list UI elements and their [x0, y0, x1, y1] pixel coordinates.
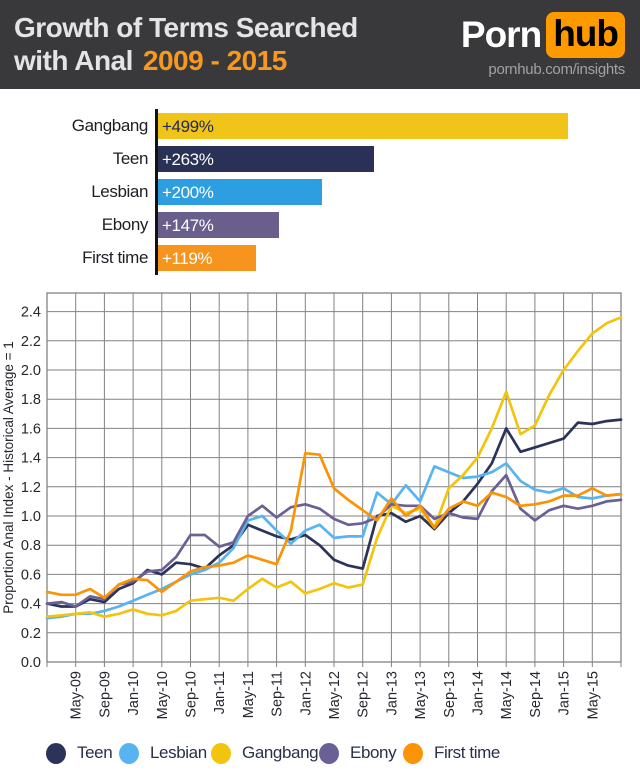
x-tick-label: Jan-15: [557, 671, 573, 715]
bar-category-label: Gangbang: [71, 116, 149, 135]
x-tick-label: May-15: [585, 671, 601, 719]
bar-value-label: +200%: [162, 183, 214, 202]
legend-item-first-time: First time: [403, 738, 500, 768]
legend-item-ebony: Ebony: [319, 738, 397, 768]
y-tick-label: 0.2: [21, 626, 41, 642]
y-tick-label: 2.4: [21, 305, 41, 321]
bar-rect: [158, 113, 568, 139]
chart-legend: Teen Lesbian Gangbang Ebony First time: [0, 738, 640, 772]
y-axis-title: Proportion Anal Index - Historical Avera…: [1, 341, 16, 614]
title-line-1: Growth of Terms Searched: [14, 12, 358, 43]
legend-label: Ebony: [350, 743, 397, 762]
bar-category-label: First time: [82, 248, 148, 267]
y-tick-label: 0.8: [21, 538, 41, 554]
y-tick-label: 2.0: [21, 363, 41, 379]
x-tick-label: May-14: [499, 671, 515, 719]
x-tick-label: Jan-11: [212, 671, 228, 714]
bar-row-gangbang: Gangbang +499%: [0, 113, 640, 139]
bar-value-label: +499%: [162, 117, 214, 136]
bar-rect: [158, 212, 279, 238]
x-tick-label: May-11: [241, 671, 257, 718]
x-tick-label: Sep-10: [184, 671, 200, 718]
bar-value-label: +119%: [162, 249, 213, 268]
line-chart-svg: 0.0 0.2 0.4 0.6 0.8 1.0 1.2 1.4 1.6 1.8 2.0 2.2 2.4 M…: [1, 292, 623, 719]
bar-value-label: +147%: [162, 216, 214, 235]
x-tick-label: Sep-09: [97, 671, 113, 718]
legend-dot-icon: [403, 742, 423, 764]
y-tick-label: 0.4: [21, 597, 41, 613]
x-tick-label: Jan-10: [126, 671, 142, 715]
series-line-lesbian: [45, 462, 623, 620]
bar-chart-axis-line: [155, 109, 158, 275]
series-line-first-time: [45, 451, 623, 600]
legend-dot-icon: [319, 742, 339, 764]
x-tick-label: May-10: [155, 671, 171, 719]
legend-dot-icon: [119, 742, 139, 764]
page-title: Growth of Terms Searched with Anal 2009 -…: [14, 11, 358, 77]
insights-url: pornhub.com/insights: [488, 61, 625, 78]
legend-label: Teen: [77, 743, 113, 762]
y-tick-label: 1.2: [21, 480, 41, 496]
x-tick-label: Sep-12: [356, 671, 372, 718]
legend-dot-icon: [46, 742, 66, 764]
bar-rect: [158, 245, 256, 271]
x-tick-label: Jan-13: [384, 671, 400, 715]
logo-text-porn: Porn: [460, 14, 542, 55]
y-tick-label: 0.0: [21, 655, 41, 671]
brand-logo: Porn hub pornhub.com/insights: [461, 12, 625, 78]
pornhub-logo: Porn hub: [461, 12, 625, 58]
x-tick-label: May-12: [327, 671, 343, 719]
y-tick-label: 1.8: [21, 392, 41, 408]
x-tick-label: Jan-14: [471, 671, 487, 715]
legend-dot-icon: [211, 742, 231, 764]
legend-label: Gangbang: [242, 743, 319, 762]
x-tick-label: May-13: [413, 671, 429, 719]
logo-text-hub: hub: [553, 13, 619, 54]
growth-bar-chart: Gangbang +499% Teen +263% Lesbian +200% Ebony +…: [0, 100, 640, 280]
bar-category-label: Ebony: [101, 215, 149, 234]
title-line-2-text: with Anal: [14, 45, 133, 76]
y-tick-label: 1.4: [21, 451, 41, 467]
legend-item-lesbian: Lesbian: [119, 738, 207, 768]
y-tick-label: 1.0: [21, 509, 41, 525]
x-tick-label: May-09: [69, 671, 85, 719]
logo-hub-badge: hub: [546, 12, 625, 58]
anal-index-line-chart: 0.0 0.2 0.4 0.6 0.8 1.0 1.2 1.4 1.6 1.8 2.0 2.2 2.4 M…: [0, 280, 640, 735]
bar-value-label: +263%: [162, 150, 214, 169]
bar-category-label: Teen: [112, 149, 149, 168]
title-line-2: with Anal 2009 - 2015: [14, 44, 358, 77]
legend-label: Lesbian: [150, 743, 207, 762]
header: Growth of Terms Searched with Anal 2009 -…: [0, 0, 640, 89]
legend-item-gangbang: Gangbang: [211, 738, 319, 768]
bar-row-teen: Teen +263%: [0, 146, 640, 172]
y-tick-label: 0.6: [21, 567, 41, 583]
series-line-gangbang: [45, 316, 623, 619]
legend-item-teen: Teen: [46, 738, 113, 768]
bar-rect: [158, 179, 322, 205]
x-tick-label: Sep-14: [528, 671, 544, 718]
x-tick-label: Jan-12: [298, 671, 314, 715]
legend-label: First time: [434, 743, 500, 762]
bar-row-ebony: Ebony +147%: [0, 212, 640, 238]
bar-row-first-time: First time +119%: [0, 245, 640, 271]
title-years: 2009 - 2015: [142, 45, 287, 76]
x-tick-label: Sep-13: [442, 671, 458, 718]
series-line-ebony: [45, 473, 623, 608]
bar-rect: [158, 146, 374, 172]
bar-row-lesbian: Lesbian +200%: [0, 179, 640, 205]
y-tick-label: 2.2: [21, 334, 41, 350]
x-tick-label: Sep-11: [270, 671, 286, 717]
bar-category-label: Lesbian: [91, 182, 148, 201]
y-tick-label: 1.6: [21, 421, 41, 437]
